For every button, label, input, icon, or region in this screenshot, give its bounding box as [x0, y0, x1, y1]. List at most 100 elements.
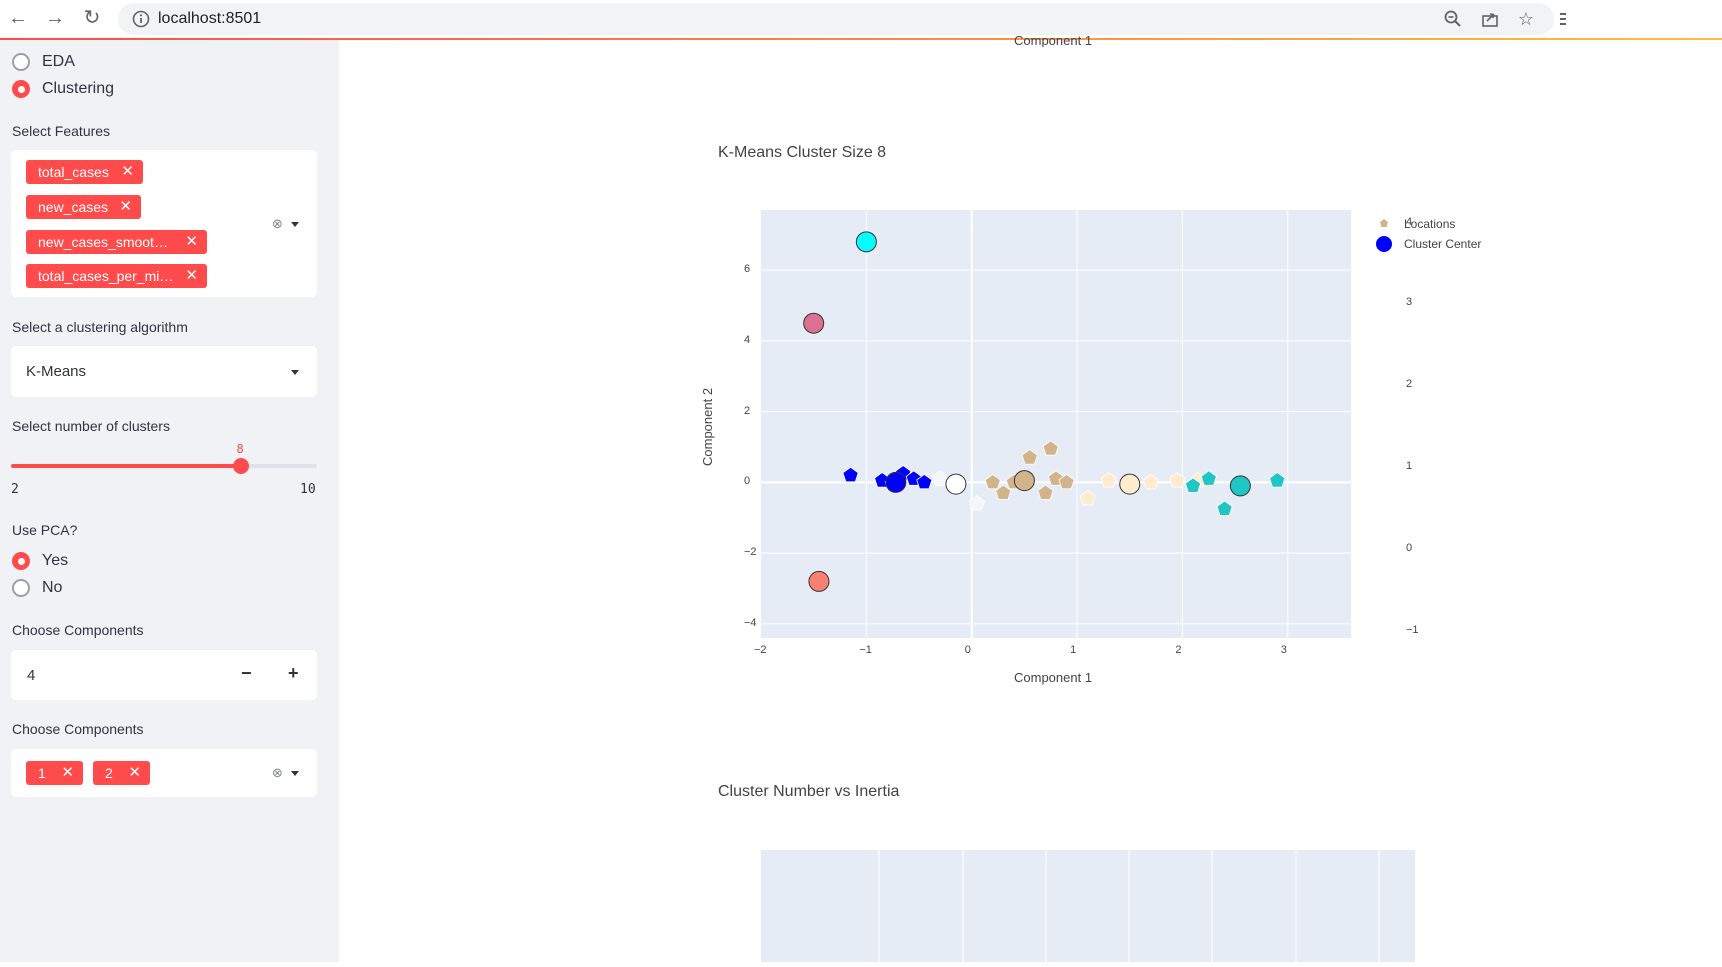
- algorithm-label: Select a clustering algorithm: [12, 319, 188, 335]
- remove-tag-icon[interactable]: ✕: [128, 764, 141, 781]
- reload-icon[interactable]: ↻: [83, 7, 101, 29]
- location-point[interactable]: [968, 495, 986, 511]
- location-point[interactable]: [1042, 440, 1059, 456]
- location-point[interactable]: [842, 466, 859, 483]
- share-icon[interactable]: [1479, 9, 1501, 31]
- y-axis-title: Component 2: [700, 387, 715, 466]
- location-point[interactable]: [1184, 477, 1202, 493]
- features-multiselect[interactable]: total_cases ✕ new_cases ✕ new_cases_smoo…: [11, 150, 317, 297]
- colorbar-tick-label: −1: [1406, 624, 1419, 636]
- y-tick-label: 2: [744, 404, 751, 417]
- location-point[interactable]: [932, 470, 949, 486]
- previous-chart-xlabel: Component 1: [1014, 33, 1093, 47]
- colorbar-tick-label: 2: [1406, 378, 1413, 390]
- radio-eda[interactable]: EDA: [12, 49, 75, 75]
- tag-label: new_cases_smoot…: [38, 234, 168, 250]
- slider-thumb[interactable]: [232, 458, 249, 474]
- info-icon[interactable]: [132, 10, 150, 28]
- location-point[interactable]: [1142, 473, 1159, 490]
- remove-tag-icon[interactable]: ✕: [185, 267, 198, 284]
- tag-label: 2: [105, 765, 113, 781]
- clusters-slider-track[interactable]: [11, 458, 317, 474]
- location-point[interactable]: [1200, 470, 1217, 486]
- colorbar-tick-label: 0: [1406, 542, 1413, 554]
- components-multiselect[interactable]: 1 ✕ 2 ✕ ⊗: [11, 749, 317, 797]
- location-point[interactable]: [916, 473, 933, 490]
- remove-tag-icon[interactable]: ✕: [119, 198, 132, 215]
- feature-tag[interactable]: total_cases_per_mi… ✕: [26, 264, 207, 288]
- location-point[interactable]: [984, 473, 1001, 490]
- radio-clustering[interactable]: Clustering: [12, 76, 114, 102]
- location-point[interactable]: [1169, 472, 1186, 488]
- scatter-plot-area[interactable]: [761, 210, 1351, 638]
- algorithm-select[interactable]: K-Means: [11, 346, 317, 397]
- location-point[interactable]: [1037, 484, 1054, 500]
- x-tick-label: 0: [964, 644, 971, 656]
- radio-label: Clustering: [42, 80, 115, 97]
- star-icon[interactable]: ☆: [1517, 9, 1535, 29]
- cluster-center-point[interactable]: [808, 570, 830, 592]
- cluster-center-point[interactable]: [1119, 473, 1141, 495]
- clusters-label: Select number of clusters: [12, 418, 170, 434]
- increment-button[interactable]: +: [288, 663, 299, 683]
- location-point[interactable]: [1269, 472, 1286, 488]
- chevron-down-icon[interactable]: [291, 771, 299, 776]
- sidebar-menu-icon[interactable]: [1554, 9, 1576, 31]
- feature-tag[interactable]: new_cases_smoot… ✕: [26, 230, 207, 254]
- inertia-grid: [878, 850, 1380, 962]
- chevron-down-icon[interactable]: [291, 222, 299, 227]
- scatter-svg[interactable]: [761, 210, 1351, 638]
- location-point[interactable]: [1100, 472, 1117, 488]
- cluster-center-point[interactable]: [885, 471, 907, 493]
- colorbar-tick-label: 4: [1406, 216, 1413, 228]
- chevron-down-icon[interactable]: [291, 370, 299, 375]
- clear-all-icon[interactable]: ⊗: [272, 216, 283, 231]
- component-tag[interactable]: 1 ✕: [26, 761, 83, 785]
- legend-item-cluster-center[interactable]: Cluster Center: [1374, 235, 1481, 253]
- tag-label: new_cases: [38, 199, 109, 215]
- legend-label: Cluster Center: [1404, 237, 1482, 251]
- remove-tag-icon[interactable]: ✕: [121, 163, 134, 180]
- location-point[interactable]: [1079, 489, 1096, 506]
- back-icon[interactable]: ←: [8, 7, 28, 29]
- legend-item-locations[interactable]: Locations: [1374, 215, 1455, 233]
- cluster-center-point[interactable]: [855, 231, 877, 253]
- radio-label: No: [42, 579, 63, 596]
- location-point[interactable]: [995, 484, 1012, 500]
- radio-circle[interactable]: [12, 552, 30, 570]
- chart-title: K-Means Cluster Size 8: [718, 144, 887, 161]
- location-point[interactable]: [1058, 473, 1075, 490]
- feature-tag[interactable]: total_cases ✕: [26, 160, 143, 184]
- remove-tag-icon[interactable]: ✕: [61, 764, 74, 781]
- radio-circle[interactable]: [12, 53, 30, 71]
- location-point[interactable]: [1021, 449, 1038, 465]
- remove-tag-icon[interactable]: ✕: [185, 233, 198, 250]
- components-select-label: Choose Components: [12, 721, 144, 737]
- components-number-input[interactable]: 4 − +: [11, 650, 317, 700]
- cluster-center-point[interactable]: [945, 473, 967, 495]
- feature-tag[interactable]: new_cases ✕: [26, 195, 141, 219]
- tag-label: total_cases_per_mi…: [38, 268, 174, 284]
- component-tag[interactable]: 2 ✕: [93, 761, 150, 785]
- clear-all-icon[interactable]: ⊗: [272, 765, 283, 780]
- address-bar[interactable]: localhost:8501: [118, 3, 1554, 35]
- zoom-icon[interactable]: [1442, 9, 1464, 31]
- location-point[interactable]: [1216, 500, 1233, 516]
- cluster-center-point[interactable]: [1229, 475, 1251, 497]
- cluster-center-point[interactable]: [1013, 470, 1035, 492]
- radio-circle[interactable]: [12, 80, 30, 98]
- forward-icon[interactable]: →: [45, 7, 65, 29]
- radio-pca-no[interactable]: No: [12, 575, 62, 601]
- components-value[interactable]: 4: [27, 667, 36, 684]
- y-tick-label: −2: [744, 546, 757, 559]
- inertia-plot-area[interactable]: [761, 850, 1415, 962]
- cluster-center-point[interactable]: [803, 312, 825, 334]
- slider-fill: [11, 464, 241, 468]
- tag-label: 1: [38, 765, 46, 781]
- url-text[interactable]: localhost:8501: [158, 10, 262, 27]
- radio-pca-yes[interactable]: Yes: [12, 548, 68, 574]
- decrement-button[interactable]: −: [241, 663, 252, 683]
- circle-marker-icon: [1376, 236, 1392, 252]
- radio-circle[interactable]: [12, 579, 30, 597]
- y-tick-label: −4: [744, 616, 757, 629]
